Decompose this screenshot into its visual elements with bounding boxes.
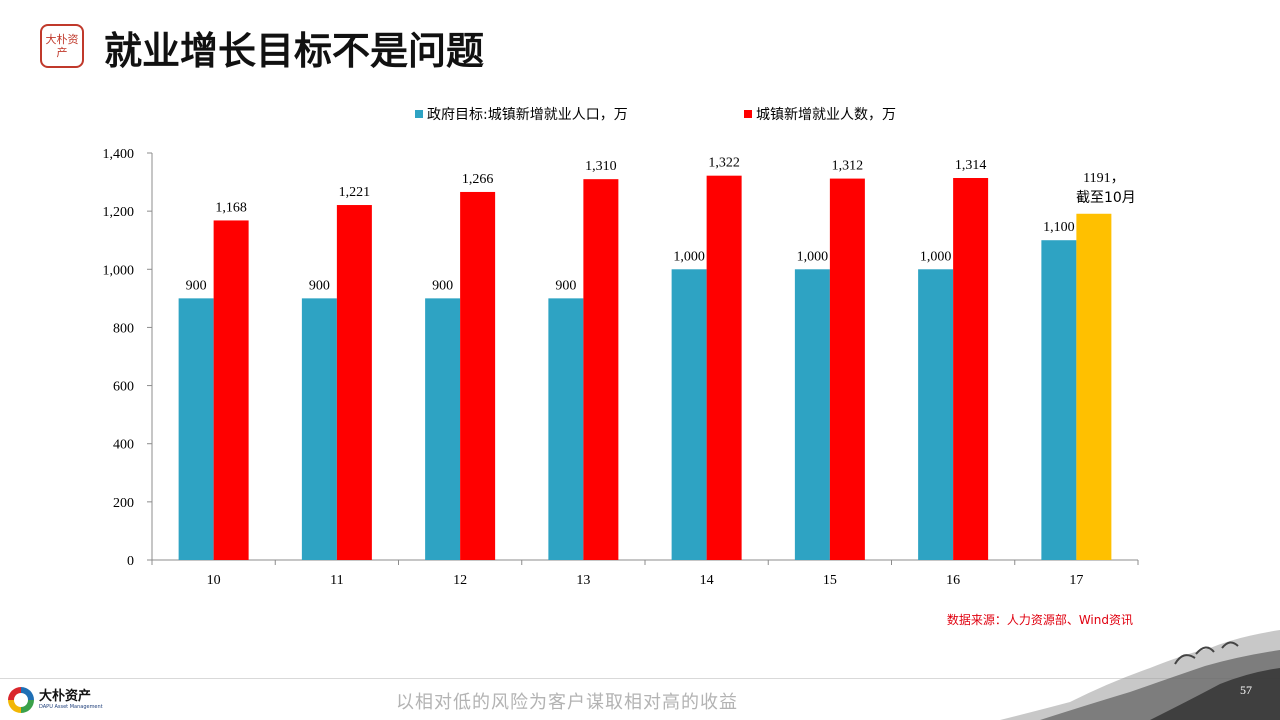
bar-target (178, 298, 214, 560)
company-logo: 大朴资产 DAPU Asset Management (8, 684, 128, 716)
footer-divider (0, 678, 1280, 679)
brand-seal: 大朴资产 (40, 24, 84, 68)
bar-target (794, 269, 830, 560)
footer-slogan: 以相对低的风险为客户谋取相对高的收益 (396, 692, 738, 713)
y-tick-label: 1,400 (103, 147, 135, 162)
data-label-actual: 1,168 (215, 200, 247, 215)
x-tick-label: 15 (823, 573, 837, 588)
y-tick-label: 1,200 (103, 205, 135, 220)
bar-target (301, 298, 337, 560)
bar-actual (460, 191, 496, 560)
legend-swatch-1 (415, 110, 423, 118)
page-number: 57 (1240, 683, 1252, 697)
x-tick-label: 10 (207, 573, 221, 588)
y-tick-label: 400 (113, 438, 134, 453)
logo-name-cn: 大朴资产 (39, 689, 92, 704)
x-tick-label: 16 (946, 573, 960, 588)
bar-target (671, 269, 707, 560)
bar-actual (336, 205, 372, 561)
y-tick-label: 0 (127, 554, 134, 569)
logo-name-en: DAPU Asset Management (39, 704, 103, 710)
data-label-actual: 1,322 (708, 156, 740, 171)
data-label-target: 900 (555, 278, 576, 293)
bar-actual (829, 178, 865, 560)
legend-label-1: 政府目标:城镇新增就业人口，万 (427, 107, 628, 123)
x-tick-label: 11 (330, 573, 343, 588)
source-note: 数据来源：人力资源部、Wind资讯 (946, 613, 1133, 627)
data-label-actual: 1,310 (585, 159, 617, 174)
data-annotation: 截至10月 (1076, 190, 1136, 206)
data-label-target: 900 (186, 278, 207, 293)
data-label-target: 900 (432, 278, 453, 293)
ink-landscape-decoration (1000, 630, 1280, 720)
data-label-target: 1,100 (1043, 220, 1075, 235)
x-tick-label: 12 (453, 573, 467, 588)
y-tick-label: 200 (113, 496, 134, 511)
data-label-actual: 1,221 (339, 185, 371, 200)
bar-actual (706, 175, 742, 560)
x-tick-label: 13 (576, 573, 590, 588)
bar-actual (1076, 213, 1112, 561)
bar-target (425, 298, 461, 560)
bar-actual (213, 220, 249, 560)
data-label-actual: 1,312 (832, 159, 864, 174)
data-label-target: 1,000 (920, 249, 952, 264)
bar-target (548, 298, 584, 560)
data-label-actual: 1191， (1083, 171, 1124, 186)
legend-swatch-2 (744, 110, 752, 118)
data-label-target: 900 (309, 278, 330, 293)
data-label-target: 1,000 (797, 249, 829, 264)
x-tick-label: 17 (1069, 573, 1083, 588)
y-tick-label: 1,000 (103, 263, 135, 278)
y-tick-label: 600 (113, 380, 134, 395)
x-tick-label: 14 (700, 573, 714, 588)
bar-target (918, 269, 954, 560)
bar-actual (583, 179, 619, 560)
y-tick-label: 800 (113, 321, 134, 336)
bar-actual (953, 178, 989, 560)
bar-target (1041, 240, 1077, 560)
bar-chart: 0 200 400 600 800 1,000 1,200 1,400 10 11 12 13 14 15… (103, 107, 1139, 588)
legend-label-2: 城镇新增就业人数，万 (756, 107, 896, 123)
data-label-actual: 1,314 (955, 158, 987, 173)
page-title: 就业增长目标不是问题 (104, 29, 485, 73)
data-label-actual: 1,266 (462, 172, 494, 187)
data-label-target: 1,000 (673, 249, 705, 264)
logo-icon (8, 687, 34, 713)
